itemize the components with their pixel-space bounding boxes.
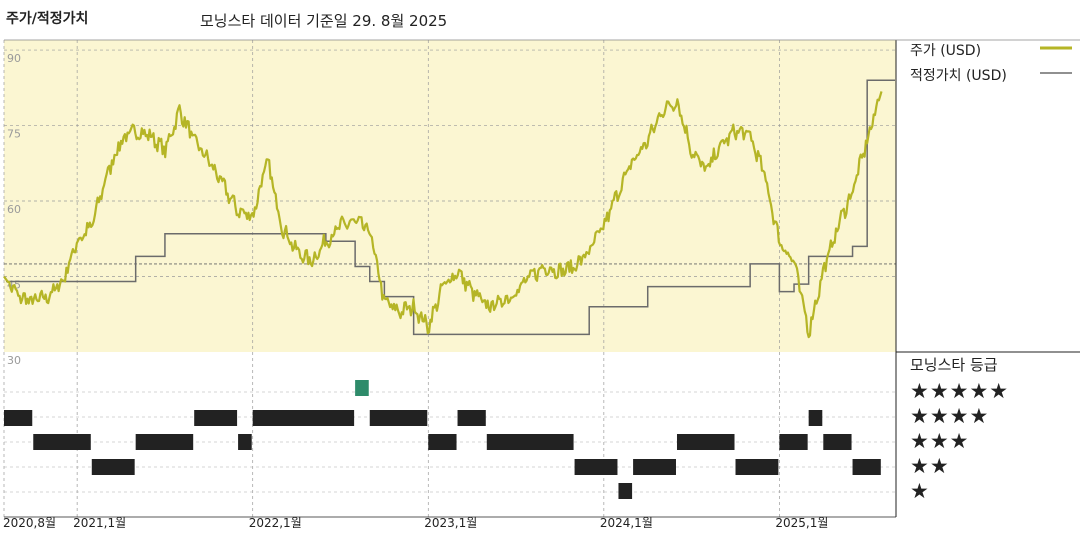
rating-2-stars: ★★ — [910, 454, 950, 478]
rating-timeline — [4, 380, 881, 499]
rating-segment-11 — [486, 434, 574, 450]
plot-background — [4, 40, 896, 352]
y-tick-60: 60 — [7, 203, 21, 216]
legend-fair-value: 적정가치 (USD) — [910, 68, 1007, 84]
rating-segment-19 — [823, 434, 852, 450]
y-tick-90: 90 — [7, 52, 21, 65]
rating-segment-14 — [633, 459, 676, 475]
x-axis-ticks: 2020,8월 2021,1월 2022,1월 2023,1월 2024,1월 2025,… — [3, 516, 828, 530]
y-tick-75: 75 — [7, 128, 21, 141]
x-tick-2021-01: 2021,1월 — [73, 516, 126, 530]
fair-value-series — [6, 79, 895, 336]
rating-panel-title: 모닝스타 등급 — [910, 356, 998, 374]
rating-segment-4 — [194, 410, 238, 426]
rating-segment-13 — [618, 483, 633, 499]
rating-segment-15 — [676, 434, 735, 450]
rating-segment-1 — [33, 434, 91, 450]
y-tick-30: 30 — [7, 354, 21, 367]
rating-segment-3 — [135, 434, 194, 450]
rating-segment-0 — [4, 410, 33, 426]
rating-segment-17 — [779, 434, 808, 450]
rating-segment-9 — [428, 434, 457, 450]
chart-subtitle: 모닝스타 데이터 기준일 29. 8월 2025 — [200, 12, 448, 30]
legend-price: 주가 (USD) — [910, 43, 982, 59]
rating-segment-8 — [369, 410, 428, 426]
rating-3-stars: ★★★ — [910, 429, 970, 453]
x-tick-2020-08: 2020,8월 — [3, 516, 56, 530]
rating-segment-10 — [457, 410, 486, 426]
rating-segment-2 — [91, 459, 135, 475]
rating-segment-6 — [252, 410, 355, 426]
x-tick-2025-01: 2025,1월 — [775, 516, 828, 530]
x-tick-2024-01: 2024,1월 — [600, 516, 653, 530]
x-tick-2022-01: 2022,1월 — [249, 516, 302, 530]
rating-segment-5 — [238, 434, 252, 450]
price-series — [3, 91, 883, 339]
rating-segment-20 — [852, 459, 881, 475]
rating-segment-18 — [808, 410, 823, 426]
fair-value-line — [6, 79, 895, 336]
chart-title: 주가/적정가치 — [6, 11, 89, 27]
rating-1-star: ★ — [910, 479, 930, 503]
rating-4-stars: ★★★★ — [910, 404, 990, 428]
price-line — [3, 91, 883, 339]
rating-segment-16 — [735, 459, 779, 475]
rating-segment-7 — [355, 380, 369, 396]
rating-segment-12 — [574, 459, 618, 475]
x-tick-2023-01: 2023,1월 — [424, 516, 477, 530]
rating-grid-lines — [4, 391, 896, 518]
rating-5-stars: ★★★★★ — [910, 379, 1010, 403]
